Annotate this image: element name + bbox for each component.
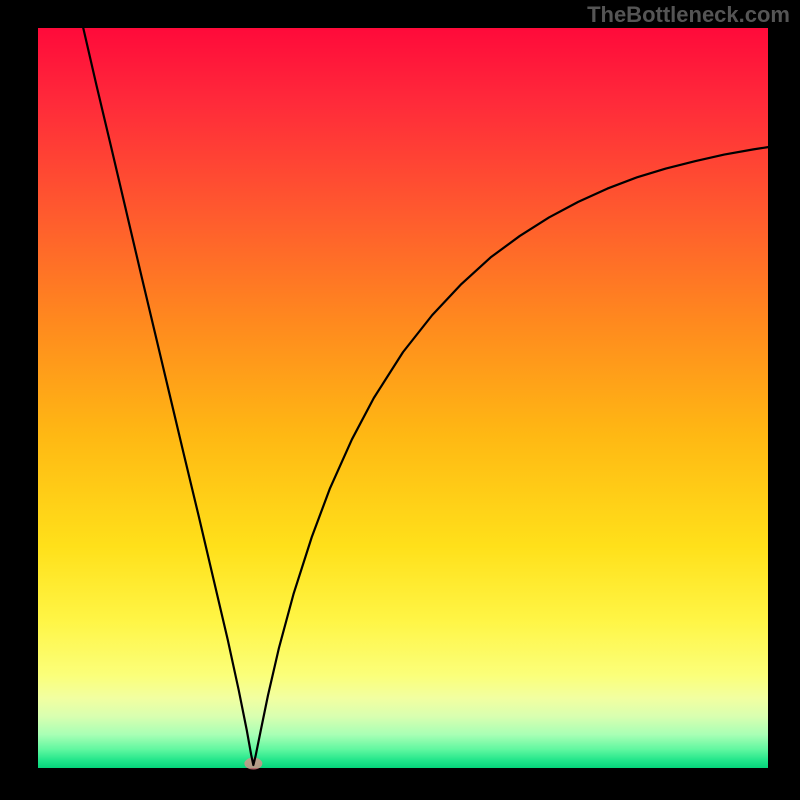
gradient-plot-background xyxy=(38,28,768,768)
watermark-label: TheBottleneck.com xyxy=(587,2,790,28)
bottleneck-chart: TheBottleneck.com xyxy=(0,0,800,800)
chart-svg-canvas xyxy=(0,0,800,800)
